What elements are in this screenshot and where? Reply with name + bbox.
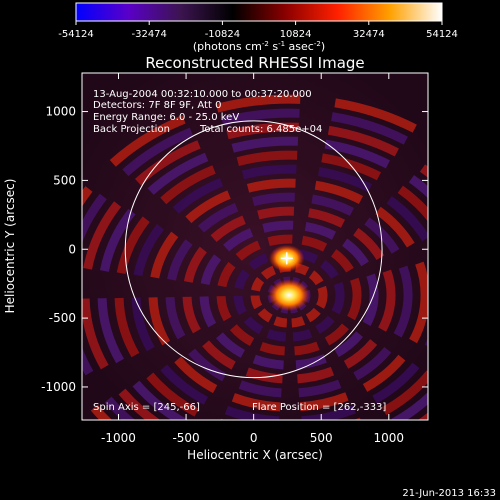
ripple-ring [182, 206, 396, 384]
energy-range-text: Energy Range: 6.0 - 25.0 keV [93, 112, 239, 123]
colorbar-tick-label: -10824 [205, 29, 240, 40]
header-annotations: 13-Aug-2004 00:32:10.000 to 00:37:20.000… [93, 89, 386, 413]
ripple-ring [131, 164, 428, 420]
ripple-ring [216, 234, 362, 356]
ripple-ring [165, 192, 413, 398]
y-tick-label: 500 [53, 173, 76, 187]
x-tick-label: 0 [250, 431, 258, 445]
x-axis-label: Heliocentric X (arcsec) [187, 448, 323, 462]
x-tick-label: 500 [310, 431, 333, 445]
colorbar-tick-label: 32474 [353, 29, 385, 40]
x-tick-label: -1000 [101, 431, 136, 445]
colorbar-tick-label: -54124 [58, 29, 93, 40]
colorbar-tick-label: 10824 [280, 29, 312, 40]
total-counts-text: Total counts: 6.485e+04 [199, 124, 322, 135]
ripple-ring [82, 122, 428, 420]
ripple-ring [114, 150, 428, 420]
solar-limb-circle [124, 120, 383, 379]
colorbar-tick-label: -32474 [131, 29, 166, 40]
y-tick-label: 0 [68, 242, 76, 256]
y-tick-label: -500 [49, 311, 76, 325]
ripple-ring [97, 136, 428, 420]
detectors-text: Detectors: 7F 8F 9F, Att 0 [93, 100, 221, 111]
y-tick-label: 1000 [45, 105, 76, 119]
ripple-ring [82, 94, 428, 420]
ripple-ring [148, 178, 428, 412]
colorbar-tick-label: 54124 [426, 29, 458, 40]
time-range-text: 13-Aug-2004 00:32:10.000 to 00:37:20.000 [93, 89, 312, 100]
colorbar-unit-label: (photons cm-2 s-1 asec-2) [193, 40, 325, 53]
colorbar [75, 2, 443, 22]
y-axis: -1000 -500 0 500 1000 [41, 105, 428, 394]
spin-axis-marker [280, 252, 293, 265]
image-area [82, 73, 428, 420]
x-tick-label: -500 [172, 431, 199, 445]
y-axis-label: Heliocentric Y (arcsec) [3, 179, 17, 314]
x-tick-label: 1000 [374, 431, 405, 445]
method-text: Back Projection [93, 124, 170, 135]
x-axis: -1000 -500 0 500 1000 [101, 73, 404, 445]
spin-axis-text: Spin Axis = [245,-66] [93, 402, 200, 413]
y-tick-label: -1000 [41, 380, 76, 394]
flare-position-text: Flare Position = [262,-333] [252, 402, 386, 413]
interference-pattern [82, 94, 428, 420]
flare-source [268, 279, 310, 312]
colorbar-ticks: -54124 -32474 -10824 10824 32474 54124 [58, 21, 458, 40]
ripple-ring [82, 108, 428, 420]
chart-title: Reconstructed RHESSI Image [145, 54, 364, 72]
flare-sources [268, 244, 310, 312]
plot-frame [81, 72, 429, 421]
timestamp: 21-Jun-2013 16:33 [402, 488, 496, 499]
